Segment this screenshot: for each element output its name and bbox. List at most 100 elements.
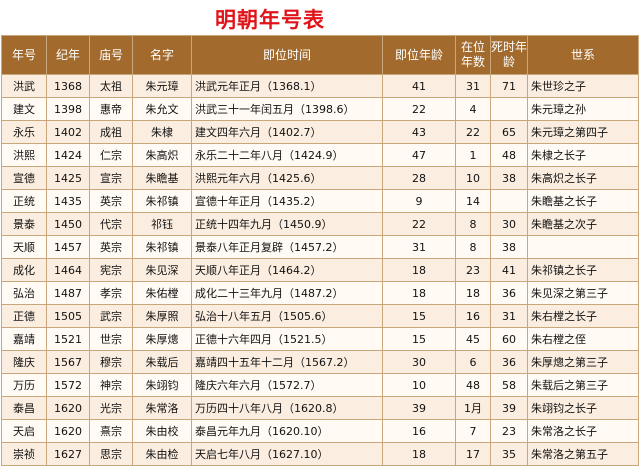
accession-age-cell: 39 — [383, 397, 455, 419]
accession-age-cell: 15 — [383, 328, 455, 350]
death-age-cell: 60 — [491, 328, 527, 350]
reign-years-cell: 10 — [456, 167, 490, 189]
accession-time-cell: 洪熙元年六月（1425.6） — [192, 167, 382, 189]
reign-years-cell: 17 — [456, 443, 490, 465]
death-age-cell: 30 — [491, 213, 527, 235]
reign-years-cell: 48 — [456, 374, 490, 396]
temple-name-cell: 熹宗 — [90, 420, 132, 442]
lineage-cell: 朱元璋之孙 — [528, 98, 638, 120]
era-name-cell: 成化 — [2, 259, 46, 281]
accession-age-cell: 30 — [383, 351, 455, 373]
name-cell: 朱由校 — [133, 420, 191, 442]
era-name-cell: 景泰 — [2, 213, 46, 235]
accession-age-cell: 18 — [383, 282, 455, 304]
year-cell: 1398 — [47, 98, 89, 120]
name-cell: 朱棣 — [133, 121, 191, 143]
name-cell: 朱载后 — [133, 351, 191, 373]
table-row: 洪武 1368 太祖 朱元璋 洪武元年正月（1368.1） 41 31 71 朱世珍之子 — [2, 75, 638, 97]
name-cell: 朱翊钧 — [133, 374, 191, 396]
accession-age-cell: 16 — [383, 420, 455, 442]
lineage-cell: 朱世珍之子 — [528, 75, 638, 97]
accession-age-cell: 9 — [383, 190, 455, 212]
lineage-cell: 朱厚熜之第三子 — [528, 351, 638, 373]
era-name-cell: 洪武 — [2, 75, 46, 97]
accession-age-cell: 22 — [383, 98, 455, 120]
era-name-cell: 正德 — [2, 305, 46, 327]
accession-age-cell: 47 — [383, 144, 455, 166]
table-body: 洪武 1368 太祖 朱元璋 洪武元年正月（1368.1） 41 31 71 朱世珍之子 建文 13… — [2, 75, 638, 465]
header-name: 名字 — [133, 36, 191, 74]
reign-years-cell: 7 — [456, 420, 490, 442]
death-age-cell: 65 — [491, 121, 527, 143]
year-cell: 1402 — [47, 121, 89, 143]
table-row: 永乐 1402 成祖 朱棣 建文四年六月（1402.7） 43 22 65 朱元璋之第四子 — [2, 121, 638, 143]
temple-name-cell: 英宗 — [90, 190, 132, 212]
year-cell: 1464 — [47, 259, 89, 281]
temple-name-cell: 武宗 — [90, 305, 132, 327]
death-age-cell: 38 — [491, 167, 527, 189]
year-cell: 1425 — [47, 167, 89, 189]
name-cell: 祁钰 — [133, 213, 191, 235]
reign-years-cell: 18 — [456, 282, 490, 304]
temple-name-cell: 宪宗 — [90, 259, 132, 281]
name-cell: 朱瞻基 — [133, 167, 191, 189]
table-row: 正统 1435 英宗 朱祁镇 宣德十年正月（1435.2） 9 14 朱瞻基之长子 — [2, 190, 638, 212]
name-cell: 朱祁镇 — [133, 236, 191, 258]
era-name-cell: 崇祯 — [2, 443, 46, 465]
page-title: 明朝年号表 — [215, 8, 325, 32]
year-cell: 1424 — [47, 144, 89, 166]
accession-age-cell: 18 — [383, 259, 455, 281]
year-cell: 1435 — [47, 190, 89, 212]
temple-name-cell: 太祖 — [90, 75, 132, 97]
death-age-cell: 58 — [491, 374, 527, 396]
temple-name-cell: 世宗 — [90, 328, 132, 350]
lineage-cell: 朱载后之第三子 — [528, 374, 638, 396]
table-row: 隆庆 1567 穆宗 朱载后 嘉靖四十五年十二月（1567.2） 30 6 36 朱厚熜之第三子 — [2, 351, 638, 373]
accession-time-cell: 洪武元年正月（1368.1） — [192, 75, 382, 97]
table-row: 嘉靖 1521 世宗 朱厚熜 正德十六年四月（1521.5） 15 45 60 朱右樘之侄 — [2, 328, 638, 350]
accession-time-cell: 弘治十八年五月（1505.6） — [192, 305, 382, 327]
emperor-table: 年号 纪年 庙号 名字 即位时间 即位年龄 在位年数 死时年龄 世系 洪武 1368 太祖 朱元璋 洪武… — [1, 35, 639, 466]
accession-time-cell: 成化二十三年九月（1487.2） — [192, 282, 382, 304]
era-name-cell: 隆庆 — [2, 351, 46, 373]
accession-age-cell: 43 — [383, 121, 455, 143]
reign-years-cell: 1月 — [456, 397, 490, 419]
table-row: 景泰 1450 代宗 祁钰 正统十四年九月（1450.9） 22 8 30 朱瞻基之次子 — [2, 213, 638, 235]
table-row: 万历 1572 神宗 朱翊钧 隆庆六年六月（1572.7） 10 48 58 朱载后之第三子 — [2, 374, 638, 396]
year-cell: 1487 — [47, 282, 89, 304]
year-cell: 1450 — [47, 213, 89, 235]
death-age-cell: 36 — [491, 351, 527, 373]
era-name-cell: 泰昌 — [2, 397, 46, 419]
death-age-cell: 31 — [491, 305, 527, 327]
era-name-cell: 万历 — [2, 374, 46, 396]
name-cell: 朱由检 — [133, 443, 191, 465]
accession-age-cell: 41 — [383, 75, 455, 97]
death-age-cell — [491, 98, 527, 120]
death-age-cell: 48 — [491, 144, 527, 166]
name-cell: 朱高炽 — [133, 144, 191, 166]
lineage-cell: 朱翊钧之长子 — [528, 397, 638, 419]
era-name-cell: 弘治 — [2, 282, 46, 304]
temple-name-cell: 思宗 — [90, 443, 132, 465]
temple-name-cell: 仁宗 — [90, 144, 132, 166]
temple-name-cell: 英宗 — [90, 236, 132, 258]
year-cell: 1620 — [47, 397, 89, 419]
accession-age-cell: 31 — [383, 236, 455, 258]
reign-years-cell: 31 — [456, 75, 490, 97]
name-cell: 朱祁镇 — [133, 190, 191, 212]
accession-age-cell: 28 — [383, 167, 455, 189]
accession-time-cell: 宣德十年正月（1435.2） — [192, 190, 382, 212]
temple-name-cell: 孝宗 — [90, 282, 132, 304]
death-age-cell: 23 — [491, 420, 527, 442]
lineage-cell: 朱右樘之侄 — [528, 328, 638, 350]
era-name-cell: 天顺 — [2, 236, 46, 258]
year-cell: 1521 — [47, 328, 89, 350]
header-accession-time: 即位时间 — [192, 36, 382, 74]
header-lineage: 世系 — [528, 36, 638, 74]
table-header-row: 年号 纪年 庙号 名字 即位时间 即位年龄 在位年数 死时年龄 世系 — [2, 36, 638, 74]
lineage-cell: 朱棣之长子 — [528, 144, 638, 166]
lineage-cell: 朱元璋之第四子 — [528, 121, 638, 143]
death-age-cell: 35 — [491, 443, 527, 465]
header-year: 纪年 — [47, 36, 89, 74]
accession-age-cell: 22 — [383, 213, 455, 235]
